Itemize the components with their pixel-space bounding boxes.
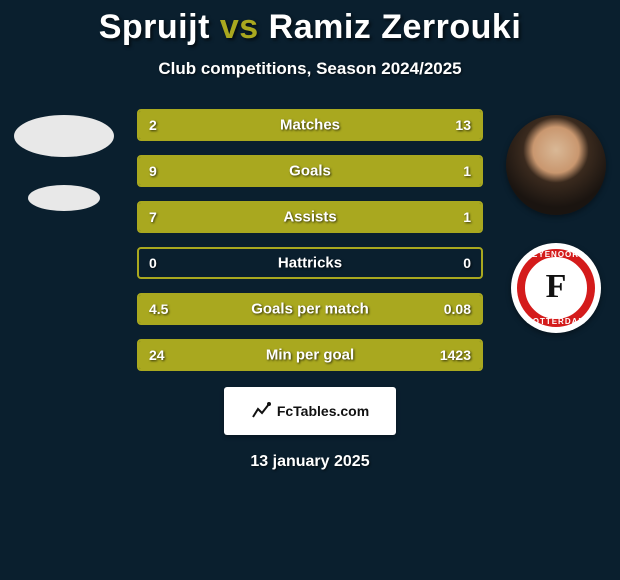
source-logo-icon [251, 401, 271, 421]
stat-label: Goals [289, 163, 331, 180]
stat-label: Goals per match [251, 301, 369, 318]
stat-label: Hattricks [278, 255, 342, 272]
stat-value-left: 9 [149, 163, 157, 179]
stat-fill-left [139, 341, 146, 369]
content-row: 2 13 Matches 9 1 Goals 7 1 Assists 0 0 Hattricks 4.5… [0, 109, 620, 371]
stat-value-left: 2 [149, 117, 157, 133]
stat-value-right: 0.08 [444, 301, 471, 317]
club-name-top: FEYENOORD [511, 250, 601, 259]
title-vs: vs [220, 8, 259, 46]
title-player-1: Spruijt [99, 8, 210, 46]
stats-column: 2 13 Matches 9 1 Goals 7 1 Assists 0 0 Hattricks 4.5… [137, 109, 483, 371]
stat-row: 2 13 Matches [137, 109, 483, 141]
comparison-card: Spruijt vs Ramiz Zerrouki Club competiti… [0, 0, 620, 580]
club-name-bottom: ROTTERDAM [511, 317, 601, 326]
right-player-column: FEYENOORD F ROTTERDAM [501, 109, 611, 333]
title-player-2: Ramiz Zerrouki [269, 8, 522, 46]
stat-value-right: 1 [463, 209, 471, 225]
stat-fill-right [437, 203, 481, 231]
stat-label: Matches [280, 117, 340, 134]
player-1-club-placeholder [28, 185, 100, 211]
player-2-avatar [506, 115, 606, 215]
stat-row: 9 1 Goals [137, 155, 483, 187]
source-name: FcTables.com [277, 403, 369, 419]
stat-value-left: 24 [149, 347, 165, 363]
left-player-column [9, 109, 119, 211]
stat-value-left: 0 [149, 255, 157, 271]
source-badge[interactable]: FcTables.com [224, 387, 396, 435]
stat-value-right: 13 [455, 117, 471, 133]
stat-fill-right [474, 295, 481, 323]
stat-value-right: 0 [463, 255, 471, 271]
stat-value-right: 1423 [440, 347, 471, 363]
stat-value-left: 4.5 [149, 301, 168, 317]
page-title: Spruijt vs Ramiz Zerrouki [0, 8, 620, 47]
stat-fill-left [139, 111, 183, 139]
subtitle: Club competitions, Season 2024/2025 [0, 59, 620, 79]
stat-value-right: 1 [463, 163, 471, 179]
stat-label: Min per goal [266, 347, 354, 364]
club-letter: F [546, 268, 567, 306]
player-2-club-crest: FEYENOORD F ROTTERDAM [511, 243, 601, 333]
stat-row: 0 0 Hattricks [137, 247, 483, 279]
footer-date: 13 january 2025 [0, 453, 620, 471]
stat-value-left: 7 [149, 209, 157, 225]
stat-row: 24 1423 Min per goal [137, 339, 483, 371]
player-1-avatar-placeholder [14, 115, 114, 157]
stat-row: 4.5 0.08 Goals per match [137, 293, 483, 325]
stat-row: 7 1 Assists [137, 201, 483, 233]
stat-label: Assists [283, 209, 336, 226]
